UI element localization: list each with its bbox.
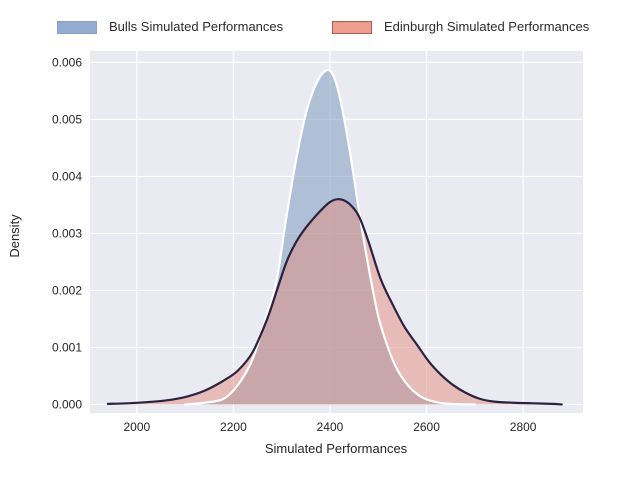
x-tick-label: 2400 xyxy=(317,420,344,434)
edinburgh-density-area xyxy=(107,199,562,405)
x-tick-label: 2200 xyxy=(220,420,247,434)
y-tick-label: 0.003 xyxy=(52,226,82,240)
edinburgh-density-line xyxy=(106,198,563,406)
bulls-density-line xyxy=(184,68,476,406)
legend-label-edinburgh: Edinburgh Simulated Performances xyxy=(384,19,590,34)
legend-label-bulls: Bulls Simulated Performances xyxy=(109,19,284,34)
y-tick-label: 0.002 xyxy=(52,283,82,297)
legend: Bulls Simulated Performances Edinburgh Si… xyxy=(0,18,640,38)
x-tick-label: 2600 xyxy=(413,420,440,434)
legend-item-bulls: Bulls Simulated Performances xyxy=(57,18,283,36)
legend-swatch-bulls xyxy=(57,20,97,34)
y-tick-label: 0.001 xyxy=(52,340,82,354)
y-tick-label: 0.005 xyxy=(52,112,82,126)
x-tick-label: 2000 xyxy=(123,420,150,434)
legend-swatch-edinburgh xyxy=(332,20,372,34)
x-axis-label: Simulated Performances xyxy=(265,441,408,456)
x-tick-label: 2800 xyxy=(510,420,537,434)
y-tick-label: 0.000 xyxy=(52,397,82,411)
y-axis-label: Density xyxy=(7,214,22,258)
y-tick-label: 0.004 xyxy=(52,169,82,183)
legend-item-edinburgh: Edinburgh Simulated Performances xyxy=(332,18,589,36)
y-tick-label: 0.006 xyxy=(52,55,82,69)
